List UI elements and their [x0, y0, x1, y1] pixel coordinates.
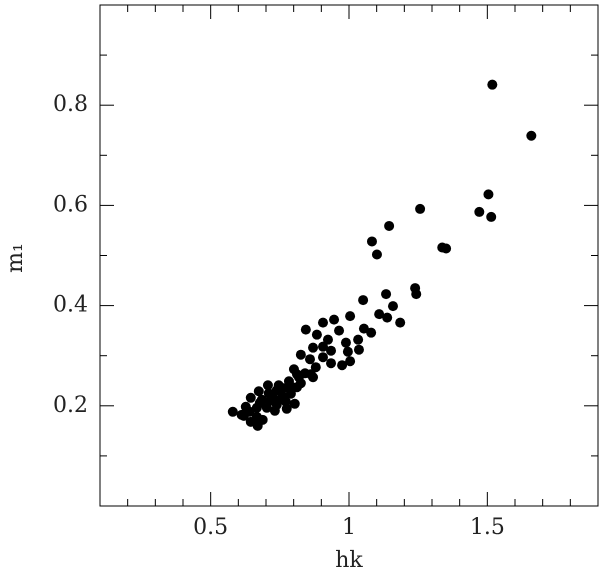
point [251, 411, 262, 422]
point [317, 317, 328, 328]
point [474, 206, 485, 217]
point [300, 324, 311, 335]
point [227, 406, 238, 417]
point [245, 392, 256, 403]
point [411, 289, 422, 300]
y-tick-label: 0.8 [53, 92, 88, 117]
y-tick-label: 0.2 [53, 393, 88, 418]
point [487, 79, 498, 90]
x-tick-label: 1.5 [470, 515, 505, 540]
y-tick-label: 0.6 [53, 192, 88, 217]
x-tick-label: 0.5 [193, 515, 228, 540]
point [304, 354, 315, 365]
point [381, 289, 392, 300]
point [264, 395, 275, 406]
point [374, 309, 385, 320]
point [295, 349, 306, 360]
point [526, 130, 537, 141]
point [353, 334, 364, 345]
point [310, 362, 321, 373]
point [387, 301, 398, 312]
point [329, 314, 340, 325]
point [334, 325, 345, 336]
plot-frame [99, 4, 599, 507]
point [366, 236, 377, 247]
point [253, 386, 264, 397]
point [273, 380, 284, 391]
point [340, 337, 351, 348]
point [291, 369, 302, 380]
x-tick-label: 1 [342, 515, 356, 540]
point [322, 334, 333, 345]
x-axis-label: hk [335, 548, 363, 573]
point [269, 405, 280, 416]
point [366, 327, 377, 338]
point [441, 243, 452, 254]
point [483, 189, 494, 200]
point [311, 329, 322, 340]
y-axis-label: m₁ [3, 243, 28, 273]
point [326, 358, 337, 369]
point [358, 295, 369, 306]
point [371, 249, 382, 260]
point [345, 311, 356, 322]
point [285, 381, 296, 392]
point [317, 352, 328, 363]
y-tick-label: 0.4 [53, 293, 88, 318]
point [337, 360, 348, 371]
point [382, 312, 393, 323]
point [345, 356, 356, 367]
point [353, 344, 364, 355]
point [305, 369, 316, 380]
point [277, 391, 288, 402]
point [326, 345, 337, 356]
point [317, 341, 328, 352]
point [486, 211, 497, 222]
point [384, 220, 395, 231]
point [285, 388, 296, 399]
point [236, 409, 247, 420]
point [308, 342, 319, 353]
point [289, 398, 300, 409]
point [262, 380, 273, 391]
point [244, 406, 255, 417]
point [342, 346, 353, 357]
point [415, 203, 426, 214]
point [395, 317, 406, 328]
